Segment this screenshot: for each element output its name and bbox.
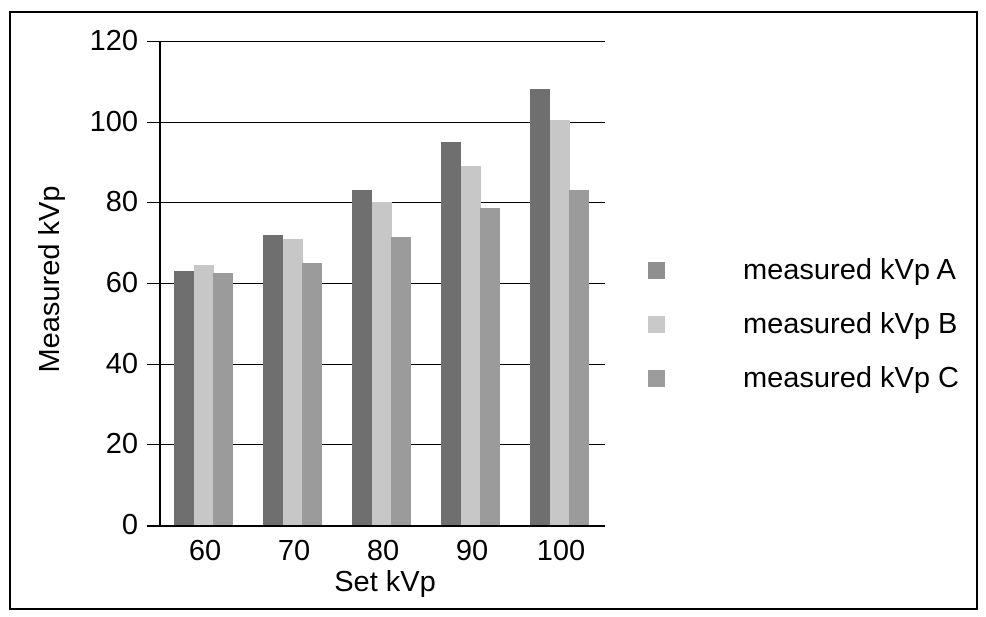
bar-series-3-cat-70 xyxy=(302,263,322,525)
bar-series-3-cat-90 xyxy=(480,208,500,525)
bar-series-3-cat-60 xyxy=(213,273,233,525)
x-tick-label: 100 xyxy=(536,535,586,567)
bar-series-3-cat-100 xyxy=(569,190,589,525)
gridline xyxy=(147,41,605,42)
y-axis-line xyxy=(159,41,161,527)
bar-series-2-cat-70 xyxy=(283,239,303,525)
bar-series-2-cat-90 xyxy=(461,166,481,525)
bar-series-1-cat-80 xyxy=(352,190,372,525)
gridline xyxy=(147,122,605,123)
y-tick-label: 80 xyxy=(105,186,138,218)
legend-marker-series-1 xyxy=(648,262,665,279)
y-tick-label: 60 xyxy=(105,267,138,299)
bar-series-1-cat-70 xyxy=(263,235,283,525)
x-axis-title: Set kVp xyxy=(334,566,436,598)
y-tick-label: 20 xyxy=(105,428,138,460)
y-tick-label: 100 xyxy=(89,106,138,138)
bar-series-3-cat-80 xyxy=(391,237,411,525)
y-tick-label: 120 xyxy=(89,25,138,57)
x-axis-baseline xyxy=(147,525,605,527)
x-tick-label: 90 xyxy=(455,535,489,567)
legend-label-series-3: measured kVp C xyxy=(743,362,959,394)
legend-marker-series-3 xyxy=(648,370,665,387)
bar-series-2-cat-80 xyxy=(372,202,392,525)
legend-label-series-1: measured kVp A xyxy=(743,254,956,286)
bar-series-2-cat-60 xyxy=(194,265,214,525)
x-tick-label: 80 xyxy=(366,535,400,567)
bar-series-1-cat-90 xyxy=(441,142,461,525)
y-tick-label: 0 xyxy=(121,509,138,541)
x-tick-label: 60 xyxy=(188,535,222,567)
bar-series-1-cat-60 xyxy=(174,271,194,525)
bar-series-1-cat-100 xyxy=(530,89,550,525)
legend-label-series-2: measured kVp B xyxy=(743,308,958,340)
y-axis-title: Measured kVp xyxy=(34,185,66,373)
legend-marker-series-2 xyxy=(648,316,665,333)
bar-series-2-cat-100 xyxy=(550,120,570,525)
x-tick-label: 70 xyxy=(277,535,311,567)
y-tick-label: 40 xyxy=(105,348,138,380)
